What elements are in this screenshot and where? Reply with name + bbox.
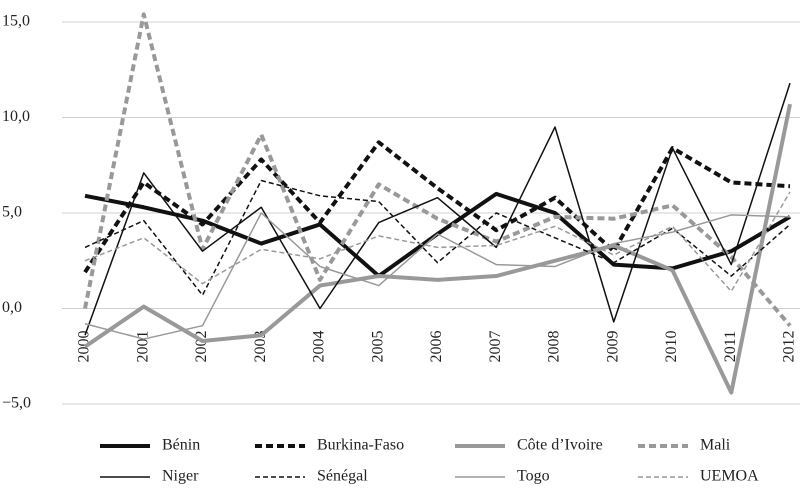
series-line — [84, 82, 791, 336]
legend-label: Sénégal — [317, 468, 368, 485]
series-line — [83, 12, 792, 327]
y-tick-label: 5,0 — [2, 204, 22, 221]
x-tick-label: 2006 — [428, 331, 445, 363]
x-tick-label: 2003 — [252, 331, 269, 363]
legend-label: UEMOA — [700, 468, 759, 485]
legend-label: Bénin — [162, 437, 200, 454]
x-tick-label: 2011 — [722, 331, 739, 362]
x-tick-label: 2008 — [546, 331, 563, 363]
series-line — [84, 179, 791, 296]
x-tick-label: 2012 — [781, 331, 798, 363]
x-tick-label: 2004 — [311, 331, 328, 363]
series-line — [84, 212, 791, 340]
x-tick-label: 2001 — [134, 331, 151, 363]
x-tick-label: 2007 — [487, 331, 504, 363]
y-tick-label: 15,0 — [2, 13, 30, 30]
y-tick-label: 10,0 — [2, 108, 30, 125]
legend-label: Burkina-Faso — [317, 437, 404, 454]
series-line — [84, 191, 791, 293]
y-tick-label: −5,0 — [2, 395, 31, 412]
x-tick-label: 2000 — [76, 331, 93, 363]
series-line — [83, 103, 792, 395]
x-tick-label: 2009 — [604, 331, 621, 363]
legend-label: Togo — [517, 468, 550, 485]
y-tick-label: 0,0 — [2, 299, 22, 316]
legend-label: Côte d’Ivoire — [517, 437, 603, 454]
x-tick-label: 2005 — [369, 331, 386, 363]
legend-label: Niger — [162, 468, 199, 485]
legend-label: Mali — [700, 437, 731, 454]
x-tick-label: 2010 — [663, 331, 680, 363]
